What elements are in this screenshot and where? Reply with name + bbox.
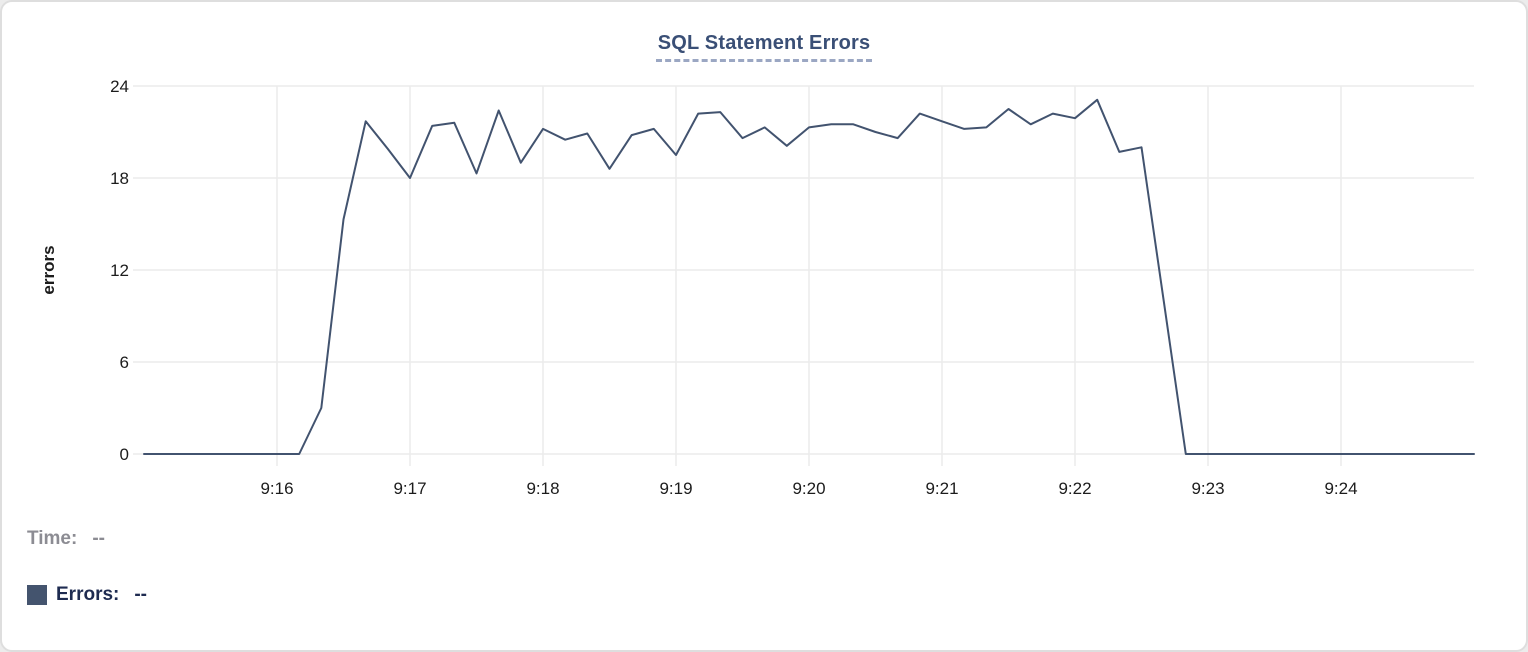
y-axis-label: errors	[39, 245, 58, 294]
x-tick-label: 9:21	[925, 479, 958, 498]
errors-series-line	[143, 98, 1475, 455]
x-tick-label: 9:18	[526, 479, 559, 498]
y-tick-label: 24	[110, 77, 129, 96]
x-tick-label: 9:22	[1058, 479, 1091, 498]
y-tick-label: 12	[110, 261, 129, 280]
chart-header: SQL Statement Errors	[2, 32, 1526, 62]
y-tick-label: 0	[120, 445, 129, 464]
tooltip-errors-row: Errors: --	[27, 584, 147, 606]
y-tick-label: 6	[120, 353, 129, 372]
x-tick-label: 9:20	[792, 479, 825, 498]
errors-label: Errors:	[56, 584, 120, 605]
errors-value: --	[134, 584, 148, 605]
y-tick-label: 18	[110, 169, 129, 188]
x-tick-label: 9:23	[1191, 479, 1224, 498]
x-tick-label: 9:16	[260, 479, 293, 498]
errors-series-swatch	[27, 585, 47, 605]
time-label: Time:	[27, 528, 78, 549]
chart-title[interactable]: SQL Statement Errors	[655, 32, 873, 62]
tooltip-time-row: Time: --	[27, 528, 105, 550]
x-tick-label: 9:17	[393, 479, 426, 498]
x-tick-label: 9:19	[659, 479, 692, 498]
time-value: --	[92, 528, 105, 549]
x-tick-label: 9:24	[1324, 479, 1357, 498]
